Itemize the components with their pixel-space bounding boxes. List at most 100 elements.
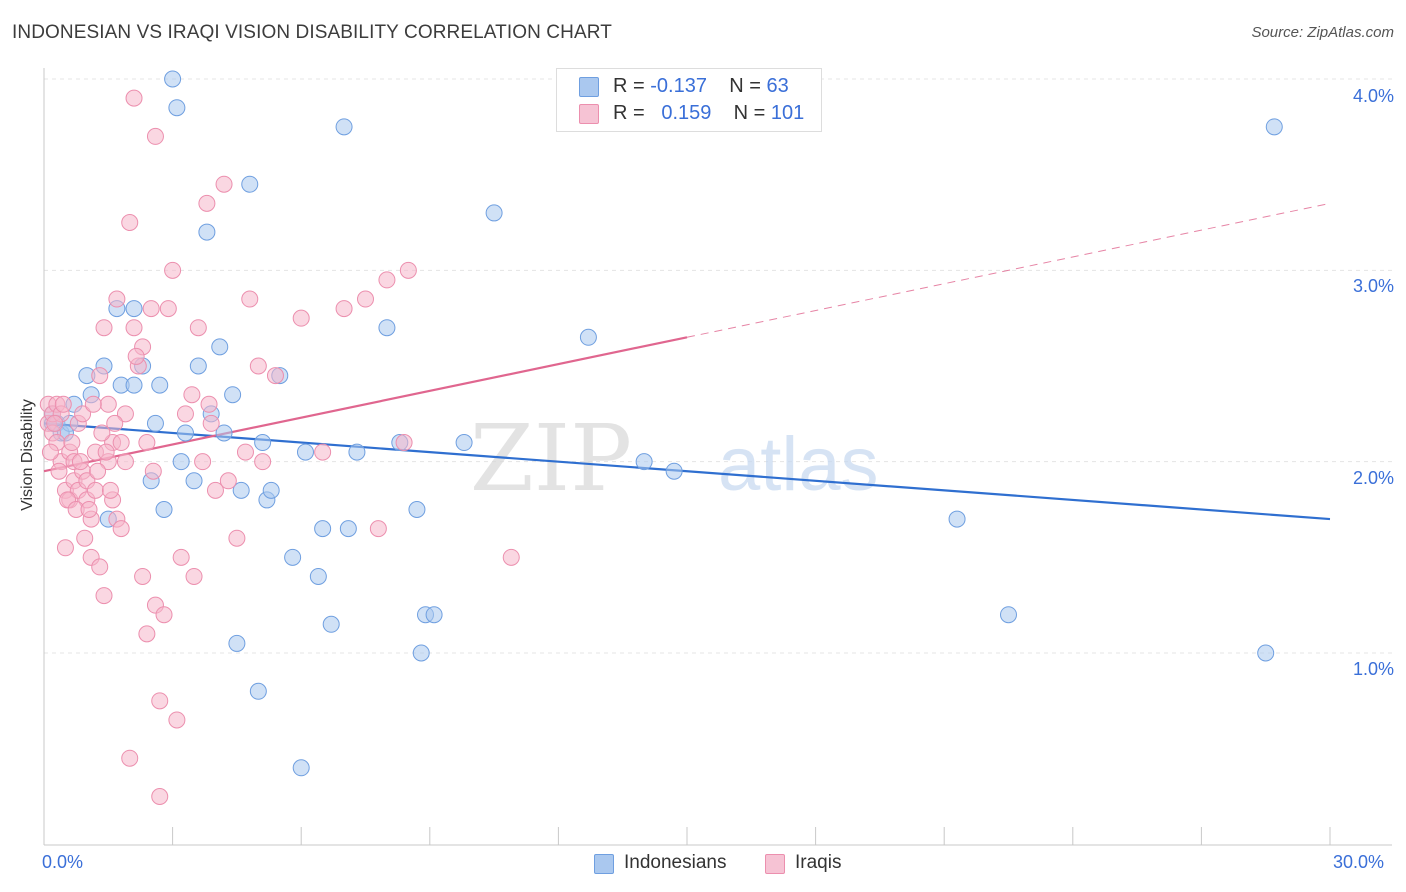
legend-n-value: 63 (766, 75, 789, 97)
point-iraqis (108, 290, 126, 308)
point-indonesians (335, 118, 353, 136)
point-iraqis (335, 300, 353, 318)
point-indonesians (348, 443, 366, 461)
point-iraqis (41, 443, 59, 461)
watermark: ZIP atlas (470, 405, 879, 512)
point-indonesians (296, 443, 314, 461)
point-indonesians (232, 481, 250, 499)
point-iraqis (134, 567, 152, 585)
legend-r-value: 0.159 (661, 102, 712, 124)
point-iraqis (93, 424, 111, 442)
point-iraqis (151, 692, 169, 710)
point-iraqis (125, 319, 143, 337)
trend-lines (43, 202, 1331, 521)
point-indonesians (579, 328, 597, 346)
point-iraqis (314, 443, 332, 461)
legend-r-label: R = (613, 75, 645, 97)
point-indonesians (262, 481, 280, 499)
stats-legend: R = -0.137 N = 63 R = 0.159 N = 101 (556, 68, 822, 132)
legend-swatch-indonesians (579, 77, 599, 97)
point-indonesians (172, 453, 190, 471)
point-indonesians (665, 462, 683, 480)
point-iraqis (236, 443, 254, 461)
point-iraqis (292, 309, 310, 327)
point-iraqis (155, 606, 173, 624)
point-indonesians (284, 548, 302, 566)
watermark-zip: ZIP (470, 405, 632, 512)
point-iraqis (168, 711, 186, 729)
point-indonesians (241, 175, 259, 193)
point-indonesians (151, 376, 169, 394)
point-iraqis (142, 300, 160, 318)
point-iraqis (228, 529, 246, 547)
point-iraqis (189, 319, 207, 337)
point-iraqis (241, 290, 259, 308)
point-indonesians (164, 70, 182, 88)
point-iraqis (164, 261, 182, 279)
point-iraqis (71, 453, 89, 471)
point-iraqis (183, 386, 201, 404)
point-iraqis (395, 434, 413, 452)
point-indonesians (635, 453, 653, 471)
point-iraqis (144, 462, 162, 480)
trend-line-extension-iraqis (686, 202, 1331, 338)
point-iraqis (101, 481, 119, 499)
x-tick-label-min: 0.0% (42, 852, 84, 872)
point-iraqis (112, 520, 130, 538)
point-iraqis (198, 194, 216, 212)
point-indonesians (215, 424, 233, 442)
point-iraqis (399, 261, 417, 279)
legend-swatch-iraqis (579, 104, 599, 124)
chart-source: Source: ZipAtlas.com (1251, 24, 1394, 41)
point-indonesians (224, 386, 242, 404)
point-iraqis (74, 405, 92, 423)
point-iraqis (138, 434, 156, 452)
point-indonesians (408, 501, 426, 518)
y-tick-label: 4.0% (1352, 86, 1394, 106)
point-iraqis (202, 414, 220, 432)
legend-text-indonesians: R = -0.137 N = 63 (613, 75, 789, 98)
bottom-legend-swatch-indonesians (594, 854, 614, 874)
point-iraqis (206, 481, 224, 499)
point-indonesians (322, 615, 340, 633)
point-iraqis (357, 290, 374, 308)
point-indonesians (425, 606, 443, 624)
point-iraqis (95, 319, 113, 337)
point-iraqis (50, 462, 68, 480)
bottom-legend-swatch-iraqis (765, 854, 785, 874)
point-iraqis (76, 529, 94, 547)
bottom-legend-label-iraqis: Iraqis (795, 852, 842, 873)
y-tick-label: 3.0% (1352, 276, 1394, 296)
point-iraqis (215, 175, 233, 193)
point-indonesians (485, 204, 503, 222)
legend-r-label: R = (613, 102, 645, 124)
point-iraqis (378, 271, 396, 289)
point-indonesians (309, 567, 327, 585)
point-indonesians (378, 319, 396, 337)
point-indonesians (254, 434, 272, 452)
point-indonesians (228, 634, 246, 652)
point-iraqis (80, 501, 98, 518)
point-indonesians (412, 644, 430, 662)
point-iraqis (91, 367, 109, 385)
bottom-legend-label-indonesians: Indonesians (624, 852, 727, 873)
point-indonesians (948, 510, 966, 528)
point-iraqis (46, 414, 64, 432)
point-iraqis (249, 357, 267, 375)
point-indonesians (339, 520, 357, 538)
trend-line-indonesians (43, 422, 1331, 521)
point-iraqis (63, 434, 81, 452)
point-iraqis (125, 89, 143, 107)
point-indonesians (155, 501, 173, 518)
legend-r-value: -0.137 (650, 75, 707, 97)
point-iraqis (95, 587, 113, 605)
legend-n-label: N = (733, 102, 766, 124)
point-indonesians (1257, 644, 1275, 662)
point-iraqis (127, 347, 145, 365)
point-iraqis (172, 548, 190, 566)
point-iraqis (138, 625, 156, 643)
point-indonesians (292, 759, 310, 777)
point-iraqis (185, 567, 203, 585)
point-iraqis (91, 558, 109, 576)
